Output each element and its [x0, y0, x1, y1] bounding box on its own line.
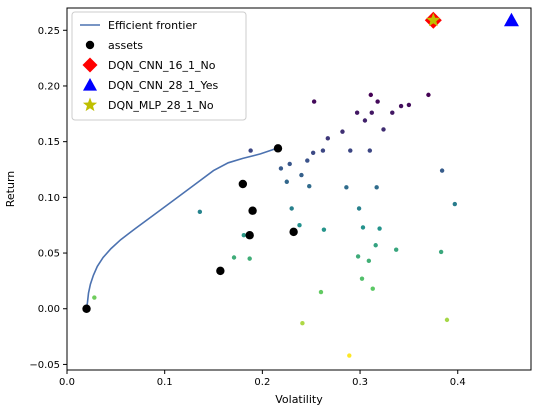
portfolio-point: [92, 295, 97, 300]
portfolio-point: [426, 92, 431, 98]
portfolio-point: [320, 148, 326, 153]
asset-point: [248, 206, 257, 215]
x-axis: 0.0 0.1 0.2 0.3 0.4: [59, 370, 466, 388]
portfolio-point: [370, 286, 375, 291]
legend-label: DQN_CNN_28_1_Yes: [108, 79, 219, 92]
x-tick-label: 0.3: [352, 377, 368, 388]
portfolio-point: [340, 129, 345, 134]
portfolio-point: [348, 148, 353, 153]
portfolio-point: [444, 317, 450, 323]
asset-point: [216, 266, 225, 276]
strategy-marker-DQN_CNN_28_1_Yes: [503, 12, 519, 27]
asset-point: [238, 179, 248, 189]
y-axis-label: Return: [4, 171, 17, 208]
y-tick-label: 0.05: [38, 249, 60, 260]
y-tick-label: 0.00: [38, 304, 60, 315]
legend-box: [71, 11, 247, 121]
portfolio-point: [381, 127, 386, 132]
portfolio-point: [452, 201, 458, 207]
asset-point: [289, 227, 298, 237]
portfolio-point: [305, 158, 310, 163]
portfolio-point: [287, 161, 292, 167]
portfolio-point: [354, 110, 360, 115]
portfolio-point: [377, 226, 382, 231]
y-tick-label: 0.15: [38, 137, 60, 148]
portfolio-point: [393, 247, 399, 252]
portfolio-point: [367, 148, 373, 153]
portfolio-point: [374, 185, 379, 190]
portfolio-point: [390, 110, 395, 115]
portfolio-point: [375, 99, 380, 104]
portfolio-point: [362, 118, 368, 123]
portfolio-point: [366, 258, 372, 264]
portfolio-point: [398, 103, 404, 109]
portfolio-point: [241, 233, 247, 238]
portfolio-point: [406, 102, 412, 108]
efficient-frontier-line: [85, 147, 278, 309]
strategy-marker-DQN_MLP_28_1_No: [426, 12, 441, 27]
y-tick-label: 0.20: [38, 81, 60, 92]
portfolio-point: [356, 206, 362, 211]
y-tick-label: 0.10: [38, 193, 60, 204]
asset-point: [245, 231, 254, 240]
portfolio-point: [321, 227, 327, 232]
legend-label: DQN_MLP_28_1_No: [108, 99, 214, 112]
portfolio-point: [368, 92, 373, 98]
portfolio-point: [318, 289, 324, 295]
y-tick-label: 0.25: [38, 26, 60, 37]
x-tick-label: 0.2: [254, 377, 270, 388]
portfolio-point: [325, 136, 331, 141]
portfolio-point: [247, 256, 252, 261]
x-axis-label: Volatility: [275, 393, 323, 406]
portfolio-point: [297, 223, 302, 228]
legend-marker: [85, 40, 95, 50]
portfolio-point: [299, 172, 304, 178]
portfolio-point: [369, 110, 374, 115]
asset-point: [273, 144, 283, 153]
x-tick-label: 0.0: [59, 377, 75, 388]
portfolio-point: [347, 353, 352, 358]
x-tick-label: 0.4: [450, 377, 466, 388]
portfolio-point: [344, 185, 349, 190]
legend-marker: [82, 97, 98, 112]
plot-content: [82, 11, 519, 358]
portfolio-point: [311, 99, 317, 104]
portfolio-point: [289, 206, 294, 211]
legend-label: assets: [108, 39, 143, 52]
portfolio-point: [231, 255, 237, 260]
portfolio-point: [197, 209, 203, 215]
legend-marker: [82, 57, 98, 73]
portfolio-point: [284, 179, 289, 184]
portfolio-point: [438, 249, 444, 255]
portfolio-point: [248, 148, 253, 153]
portfolio-point: [300, 321, 305, 326]
portfolio-point: [307, 184, 312, 189]
legend-label: Efficient frontier: [108, 19, 197, 32]
portfolio-point: [359, 276, 365, 281]
x-tick-label: 0.1: [157, 377, 173, 388]
plot-frame: [66, 7, 532, 371]
legend: Efficient frontier assets DQN_CNN_16_1_No D…: [71, 11, 247, 121]
legend-label: DQN_CNN_16_1_No: [108, 59, 216, 72]
portfolio-point: [278, 166, 284, 171]
legend-marker: [83, 78, 97, 91]
y-tick-label: −0.05: [29, 360, 60, 371]
y-axis: −0.05 0.00 0.05 0.10 0.15 0.20 0.25: [29, 26, 67, 371]
portfolio-point: [360, 225, 366, 230]
portfolio-point: [355, 254, 361, 259]
portfolio-point: [310, 150, 316, 155]
portfolio-point: [439, 168, 445, 173]
asset-point: [82, 304, 91, 313]
portfolio-point: [373, 243, 378, 248]
